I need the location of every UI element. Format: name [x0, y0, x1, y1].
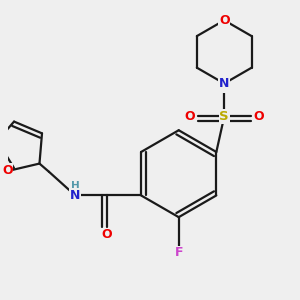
Text: O: O	[185, 110, 195, 123]
Text: O: O	[253, 110, 264, 123]
Text: H: H	[71, 181, 80, 191]
Text: S: S	[219, 110, 229, 123]
Text: F: F	[175, 246, 183, 259]
Text: O: O	[2, 164, 13, 177]
Text: O: O	[101, 228, 112, 242]
Text: O: O	[219, 14, 230, 27]
Text: N: N	[70, 189, 80, 202]
Text: N: N	[219, 80, 230, 93]
Text: N: N	[219, 77, 230, 90]
